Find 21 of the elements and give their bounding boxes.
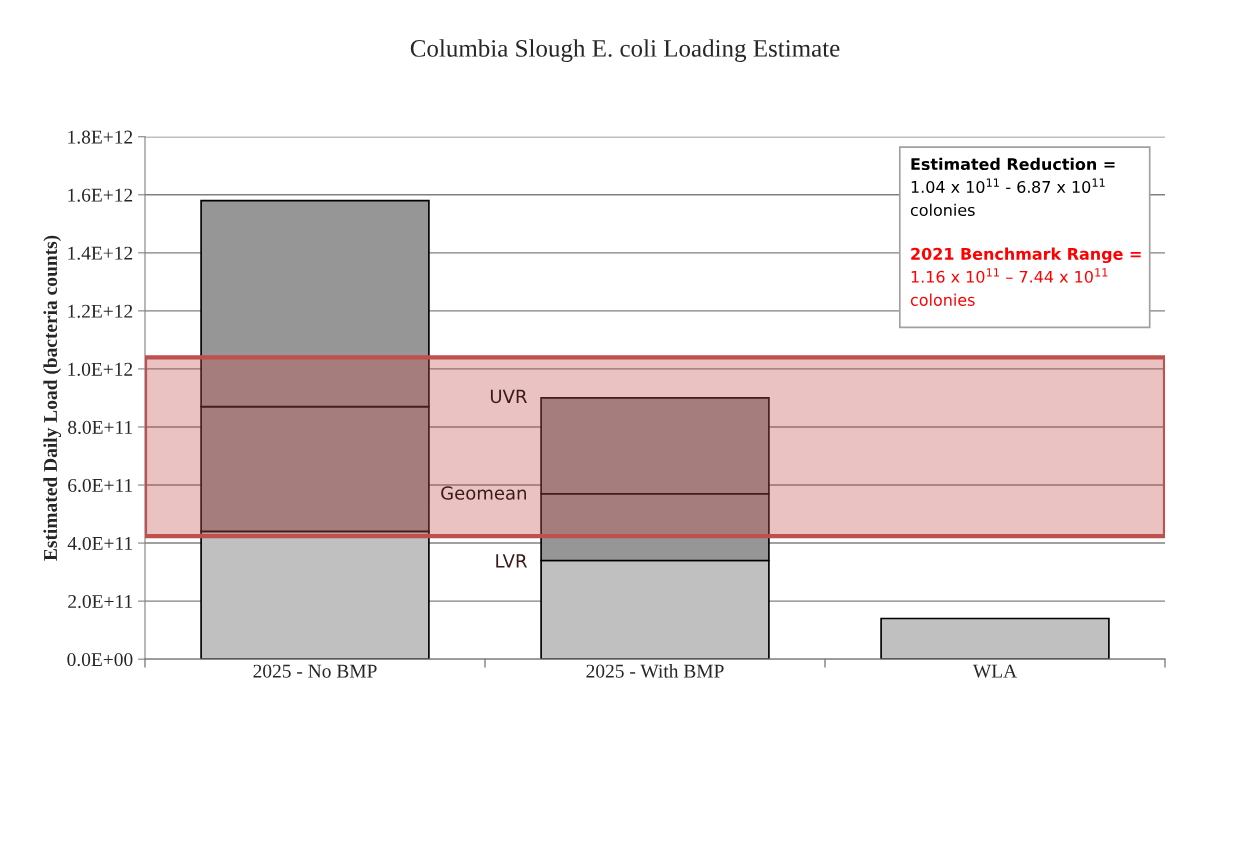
x-tick-label: 2025 - With BMP bbox=[586, 664, 724, 678]
chart-title: Columbia Slough E. coli Loading Estimate bbox=[410, 39, 840, 63]
y-tick-label: 1.8E+12 bbox=[68, 130, 133, 144]
y-tick-label: 1.6E+12 bbox=[68, 188, 133, 202]
annotation: Geomean bbox=[441, 486, 526, 500]
x-tick-label: WLA bbox=[972, 664, 1017, 678]
y-tick-label: 2.0E+11 bbox=[68, 594, 133, 609]
y-tick-label: 1.2E+12 bbox=[68, 304, 133, 318]
text: 2021 Benchmark Range = 1.16 x 10$^{11}$ – 7.44 x 10$^{11}$ colonies bbox=[910, 247, 1141, 306]
y-tick-label: 1.4E+12 bbox=[68, 246, 133, 260]
y-tick-label: 1.0E+12 bbox=[68, 362, 133, 376]
x-tick-label: 2025 - No BMP bbox=[253, 664, 377, 678]
y-tick-label: 6.0E+11 bbox=[68, 478, 133, 493]
annotation: LVR bbox=[496, 554, 527, 568]
y-axis-title: Estimated Daily Load (bacteria counts) bbox=[43, 235, 62, 561]
y-tick-label: 8.0E+11 bbox=[68, 420, 133, 434]
annotation: UVR bbox=[490, 389, 527, 404]
text: Estimated Reduction = 1.04 x 10$^{11}$ - 6.87 x 10$^{11}$ colonies bbox=[910, 157, 1115, 217]
y-tick-label: 0.0E+00 bbox=[67, 652, 133, 667]
y-tick-label: 4.0E+11 bbox=[67, 536, 133, 551]
bar bbox=[880, 617, 1110, 660]
